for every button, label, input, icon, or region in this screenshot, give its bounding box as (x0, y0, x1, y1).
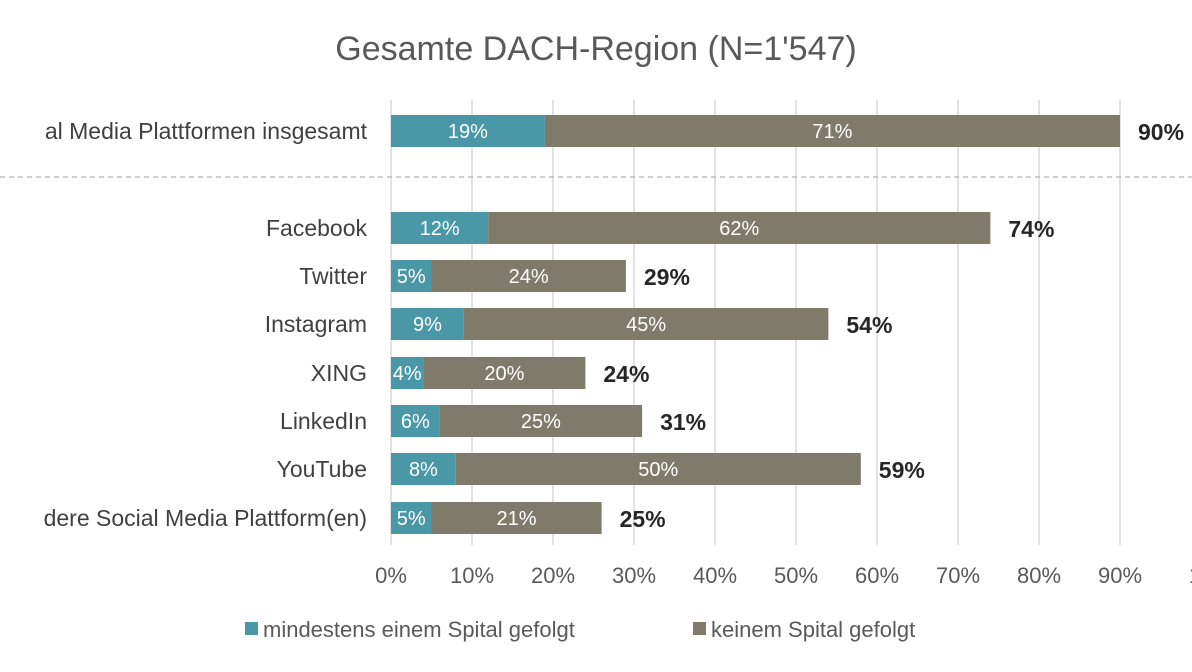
bar-segment-not-followed (431, 260, 626, 292)
x-tick-label: 90% (1098, 563, 1142, 588)
bar-segment-not-followed (488, 212, 991, 244)
x-tick-label: 0% (375, 563, 407, 588)
segment-value-label: 50% (638, 459, 678, 481)
bar-segment-followed (391, 405, 440, 437)
segment-value-label: 71% (812, 121, 852, 143)
x-tick-label: 60% (855, 563, 899, 588)
legend-label: keinem Spital gefolgt (711, 617, 915, 642)
segment-value-label: 12% (420, 218, 460, 240)
category-label: YouTube (277, 456, 367, 482)
segment-value-label: 45% (626, 314, 666, 336)
bar-segment-not-followed (439, 405, 643, 437)
category-label: Instagram (265, 311, 367, 337)
x-axis-tick-labels: 0% 10% 20% 30% 40% 50% 60% 70% 80% 90% 10 (375, 563, 1192, 588)
category-label: al Media Plattformen insgesamt (45, 118, 368, 144)
bar-segment-followed (391, 308, 464, 340)
total-value-label: 54% (846, 312, 892, 338)
x-tick-label: 30% (612, 563, 656, 588)
category-label: Facebook (266, 215, 368, 241)
bar-segment-not-followed (463, 308, 829, 340)
x-tick-label: 10% (450, 563, 494, 588)
x-tick-label: 10 (1189, 563, 1192, 588)
legend-label: mindestens einem Spital gefolgt (263, 617, 575, 642)
legend: mindestens einem Spital gefolgt keinem Sp… (245, 617, 915, 642)
segment-value-label: 9% (413, 314, 442, 336)
bars: 19% 71% 90% 12% 62% 74% 5% 24% 29% 9% 45% 54% 4% 20% 2… (391, 115, 1184, 534)
bar-segment-followed (391, 115, 545, 147)
bar-segment-not-followed (544, 115, 1120, 147)
bar-segment-not-followed (455, 453, 861, 485)
total-value-label: 31% (660, 409, 706, 435)
segment-value-label: 8% (409, 459, 438, 481)
segment-value-label: 20% (484, 363, 524, 385)
total-value-label: 74% (1008, 216, 1054, 242)
total-value-label: 29% (644, 264, 690, 290)
total-value-label: 24% (603, 361, 649, 387)
bar-segment-followed (391, 260, 432, 292)
bar-segment-not-followed (431, 502, 602, 534)
legend-swatch (693, 622, 706, 635)
chart-title: Gesamte DACH-Region (N=1'547) (335, 30, 856, 68)
total-value-label: 25% (620, 506, 666, 532)
bar-segment-followed (391, 502, 432, 534)
x-tick-label: 70% (936, 563, 980, 588)
category-label: LinkedIn (280, 408, 367, 434)
bar-segment-not-followed (423, 357, 586, 389)
bar-segment-followed (391, 357, 424, 389)
x-tick-label: 40% (693, 563, 737, 588)
total-value-label: 90% (1138, 119, 1184, 145)
segment-value-label: 24% (509, 266, 549, 288)
total-value-label: 59% (879, 457, 925, 483)
category-labels: al Media Plattformen insgesamt Facebook Tw… (44, 118, 368, 531)
x-tick-label: 80% (1017, 563, 1061, 588)
segment-value-label: 6% (401, 411, 430, 433)
segment-value-label: 21% (497, 508, 537, 530)
segment-value-label: 62% (719, 218, 759, 240)
segment-value-label: 5% (397, 508, 426, 530)
segment-value-label: 4% (393, 363, 422, 385)
x-tick-label: 20% (531, 563, 575, 588)
bar-segment-followed (391, 212, 489, 244)
segment-value-label: 19% (448, 121, 488, 143)
category-label: Twitter (299, 263, 367, 289)
legend-swatch (245, 622, 258, 635)
segment-value-label: 25% (521, 411, 561, 433)
category-label: dere Social Media Plattform(en) (44, 505, 367, 531)
x-tick-label: 50% (774, 563, 818, 588)
category-label: XING (311, 360, 367, 386)
bar-segment-followed (391, 453, 456, 485)
segment-value-label: 5% (397, 266, 426, 288)
